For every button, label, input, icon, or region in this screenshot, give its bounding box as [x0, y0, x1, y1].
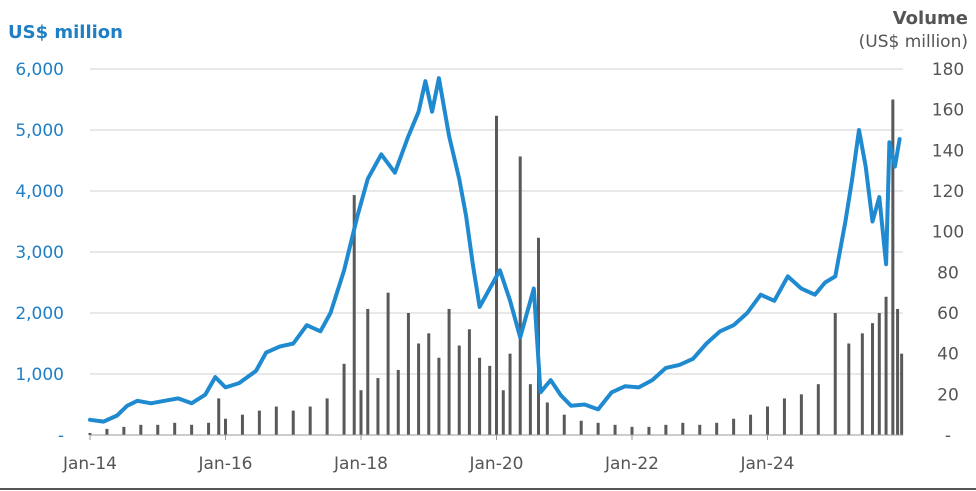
- left-tick-label: 1,000: [15, 365, 64, 385]
- left-tick-label: 3,000: [15, 243, 64, 263]
- right-tick-label: 80: [937, 263, 959, 283]
- right-tick-label: 40: [937, 345, 959, 365]
- volume-bar: [308, 406, 312, 435]
- volume-bar: [376, 378, 380, 435]
- volume-bar: [291, 410, 295, 435]
- volume-bar: [630, 426, 634, 435]
- volume-bar: [417, 343, 421, 435]
- x-tick-label: Jan-24: [740, 454, 795, 474]
- volume-bar: [562, 414, 566, 435]
- volume-bar: [698, 424, 702, 435]
- volume-bar: [860, 333, 864, 435]
- volume-bar: [891, 99, 895, 435]
- volume-bar: [122, 426, 126, 435]
- volume-bar: [207, 422, 211, 435]
- axes: - 1,000 2,000 3,000 4,000 5,000 6,000 - 20 40 60 80…: [15, 60, 964, 474]
- price-line-series: [88, 76, 902, 424]
- right-tick-label: 60: [937, 304, 959, 324]
- right-tick-label: 100: [932, 223, 964, 243]
- volume-bar: [613, 424, 617, 435]
- left-tick-label: 4,000: [15, 182, 64, 202]
- volume-bar: [782, 398, 786, 435]
- volume-bar: [427, 333, 431, 435]
- volume-bar: [596, 422, 600, 435]
- left-tick-label: 5,000: [15, 121, 64, 141]
- volume-bar: [105, 428, 109, 435]
- volume-bar: [447, 308, 451, 435]
- volume-bar: [508, 353, 512, 435]
- right-tick-label: 140: [932, 141, 964, 161]
- volume-bar: [366, 308, 370, 435]
- volume-bar: [681, 422, 685, 435]
- volume-bar: [359, 390, 363, 435]
- volume-bar: [732, 418, 736, 435]
- volume-bars: [88, 99, 904, 436]
- volume-bar: [664, 424, 668, 435]
- volume-bar: [816, 384, 820, 435]
- volume-bar: [528, 384, 532, 435]
- left-tick-label: 6,000: [15, 60, 64, 80]
- volume-bar: [224, 418, 227, 435]
- left-tick-label: 2,000: [15, 304, 64, 324]
- volume-bar: [884, 296, 888, 435]
- volume-bar: [437, 357, 441, 435]
- x-tick-label: Jan-14: [62, 454, 117, 474]
- right-tick-label: 20: [937, 385, 959, 405]
- left-tick-label: -: [58, 426, 64, 446]
- volume-bar: [88, 432, 92, 435]
- right-axis-label-unit: (US$ million): [858, 32, 968, 52]
- volume-bar: [833, 313, 837, 435]
- volume-bar: [799, 394, 803, 435]
- volume-bar: [579, 420, 583, 435]
- volume-bar: [406, 313, 410, 435]
- right-tick-label: -: [945, 426, 951, 446]
- volume-bar: [139, 424, 143, 435]
- volume-bar: [647, 426, 651, 435]
- x-tick-label: Jan-18: [333, 454, 388, 474]
- volume-bar: [766, 406, 769, 435]
- x-tick-label: Jan-16: [198, 454, 253, 474]
- volume-bar: [190, 424, 194, 435]
- volume-bar: [900, 353, 904, 435]
- right-axis-label-title: Volume: [892, 8, 968, 29]
- left-axis-label: US$ million: [8, 22, 123, 43]
- volume-bar: [749, 414, 753, 435]
- volume-bar: [386, 292, 390, 435]
- volume-bar: [352, 195, 356, 435]
- volume-bar: [240, 414, 244, 435]
- volume-bar: [488, 365, 492, 435]
- right-tick-label: 120: [932, 182, 964, 202]
- bottom-rule: [0, 488, 976, 490]
- volume-bar: [156, 424, 160, 435]
- volume-bar: [545, 402, 549, 435]
- x-tick-label: Jan-20: [469, 454, 524, 474]
- volume-bar: [257, 410, 261, 435]
- right-tick-label: 160: [932, 101, 964, 121]
- volume-bar: [274, 406, 278, 435]
- volume-bar: [478, 357, 482, 435]
- volume-bar: [342, 363, 346, 435]
- volume-bar: [173, 422, 177, 435]
- volume-bar: [457, 345, 461, 435]
- right-tick-label: 180: [932, 60, 964, 80]
- volume-bar: [396, 369, 400, 435]
- volume-bar: [896, 308, 900, 435]
- x-tick-label: Jan-22: [604, 454, 659, 474]
- price-line: [88, 76, 902, 424]
- volume-bar: [467, 329, 471, 435]
- volume-bar: [715, 422, 719, 435]
- volume-bar: [501, 390, 505, 435]
- volume-bar: [518, 156, 522, 435]
- volume-bar: [871, 323, 875, 435]
- volume-bar: [325, 398, 329, 435]
- volume-bar: [877, 313, 881, 435]
- volume-bar: [847, 343, 851, 435]
- volume-bar: [217, 398, 221, 435]
